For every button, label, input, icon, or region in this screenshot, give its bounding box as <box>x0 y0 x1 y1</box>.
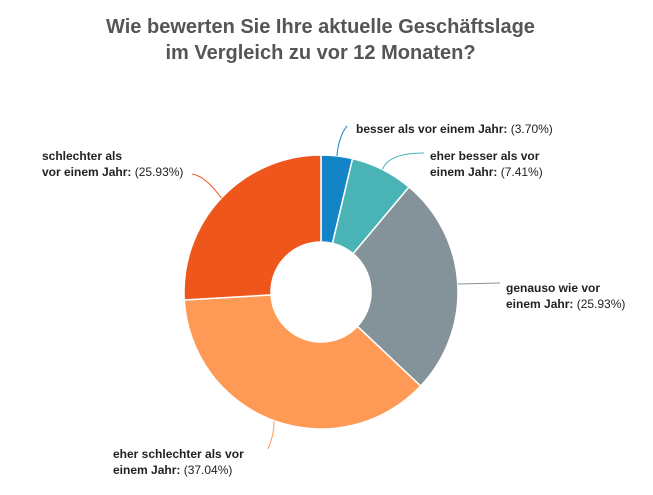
slice-label-text: eher besser als vor <box>430 149 540 163</box>
donut-slice-genauso <box>352 185 459 388</box>
donut-slice-eher-schlechter <box>183 294 422 430</box>
slice-percent: (3.70%) <box>510 122 553 136</box>
slice-percent: (7.41%) <box>500 165 543 179</box>
donut-slice-schlechter <box>183 154 322 301</box>
chart-title-line-1: Wie bewerten Sie Ihre aktuelle Geschäfts… <box>106 16 535 38</box>
slice-label-eher-schlechter: eher schlechter als vor einem Jahr: (37.… <box>113 446 244 478</box>
slice-label-text: einem Jahr: <box>113 463 181 477</box>
slice-label-text: einem Jahr: <box>506 297 574 311</box>
slice-label-text: besser als vor einem Jahr: <box>356 122 508 136</box>
leader-line-besser <box>336 125 348 156</box>
slice-label-genauso: genauso wie vor einem Jahr: (25.93%) <box>506 280 625 312</box>
slice-label-eher-besser: eher besser als vor einem Jahr: (7.41%) <box>430 148 543 180</box>
slice-label-text: eher schlechter als vor <box>113 447 244 461</box>
chart-title-line-2: im Vergleich zu vor 12 Monaten? <box>165 42 476 64</box>
leader-line-eher-besser <box>381 152 425 170</box>
slice-label-text: schlechter als <box>42 149 123 163</box>
leader-line-eher-schlechter <box>267 420 275 450</box>
leader-line-genauso <box>457 282 501 285</box>
slice-label-text: genauso wie vor <box>506 281 601 295</box>
slice-label-besser: besser als vor einem Jahr: (3.70%) <box>356 121 553 137</box>
slice-percent: (37.04%) <box>183 463 233 477</box>
slice-label-schlechter: schlechter als vor einem Jahr: (25.93%) <box>42 148 183 180</box>
slice-percent: (25.93%) <box>134 165 184 179</box>
slice-percent: (25.93%) <box>576 297 626 311</box>
slice-label-text: einem Jahr: <box>430 165 498 179</box>
slice-label-text: vor einem Jahr: <box>42 165 132 179</box>
leader-line-schlechter <box>191 173 222 199</box>
